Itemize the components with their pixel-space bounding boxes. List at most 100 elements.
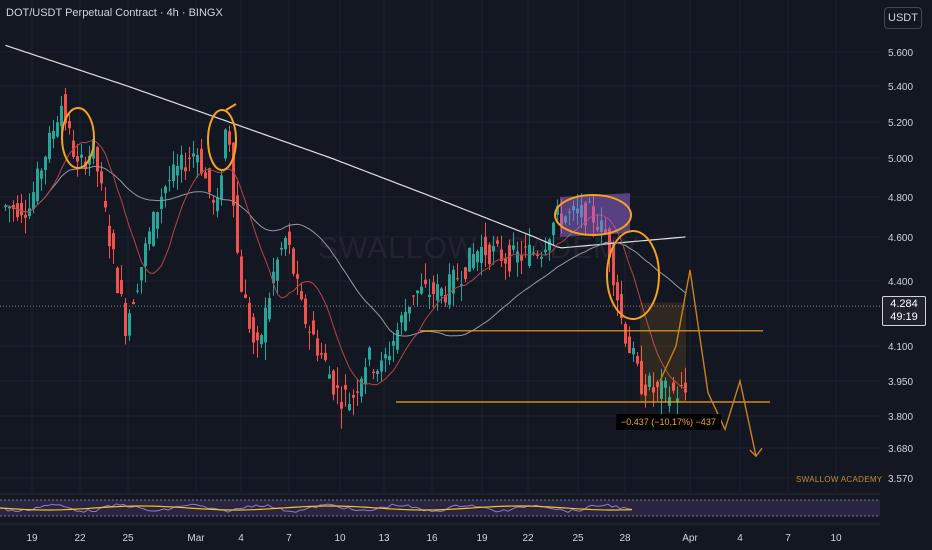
candle-body xyxy=(156,212,159,229)
candle-body xyxy=(464,267,467,280)
candle-body xyxy=(384,354,387,359)
candle-body xyxy=(396,329,399,350)
annotation-circle xyxy=(606,230,660,320)
candle-body xyxy=(624,323,627,344)
candle-body xyxy=(364,367,367,385)
candle-body xyxy=(36,168,39,202)
candle-body xyxy=(24,214,27,218)
candle-body xyxy=(64,94,67,124)
candle-body xyxy=(516,251,519,263)
candle-body xyxy=(348,403,351,411)
candle-body xyxy=(672,382,675,391)
price-tick-label: 5.600 xyxy=(888,48,913,59)
candle-body xyxy=(432,282,435,295)
candle-body xyxy=(632,347,635,355)
candle-body xyxy=(476,251,479,263)
candle-body xyxy=(352,395,355,398)
candle-body xyxy=(32,192,35,209)
candle-body xyxy=(436,284,439,301)
candle-body xyxy=(20,202,23,216)
time-tick-label: 10 xyxy=(830,533,842,544)
candle-body xyxy=(488,244,491,265)
time-tick-label: 4 xyxy=(737,533,743,544)
watermark-text: SWALLOW ACADEMY xyxy=(318,232,641,265)
price-tick-label: 4.600 xyxy=(888,233,913,244)
candle-body xyxy=(244,294,247,298)
candle-body xyxy=(612,244,615,286)
candle-body xyxy=(160,196,163,209)
candle-body xyxy=(236,195,239,253)
candle-body xyxy=(40,170,43,179)
time-tick-label: 7 xyxy=(785,533,791,544)
rsi-signal-line xyxy=(0,505,633,511)
candle-body xyxy=(336,385,339,388)
time-axis: 19 22 25 Mar 4 7 10 13 16 19 22 25 28 Apr 4 7 10 xyxy=(0,523,880,544)
candle-body xyxy=(676,398,679,403)
candle-body xyxy=(680,385,683,387)
candle-body xyxy=(220,175,223,200)
candle-body xyxy=(416,290,419,294)
candle-body xyxy=(448,274,451,305)
candle-body xyxy=(652,387,655,393)
candle-body xyxy=(300,291,303,300)
candle-body xyxy=(316,338,319,356)
candle-body xyxy=(444,294,447,303)
candle-body xyxy=(324,352,327,361)
projection-path xyxy=(659,269,757,457)
candle-body xyxy=(412,295,415,297)
candle-body xyxy=(188,157,191,160)
candle-body xyxy=(288,231,291,246)
candle-body xyxy=(544,249,547,253)
candle-body xyxy=(240,256,243,292)
candle-body xyxy=(492,245,495,252)
candle-body xyxy=(148,231,151,245)
candle-body xyxy=(96,147,99,172)
candle-body xyxy=(628,336,631,354)
price-tick-label: 4.100 xyxy=(888,342,913,353)
candle-body xyxy=(116,267,119,294)
time-tick-label: 22 xyxy=(74,533,86,544)
candle-body xyxy=(664,380,667,388)
ma-line-mid xyxy=(5,165,686,337)
ma-line-slow xyxy=(5,44,686,249)
price-tick-label: 3.950 xyxy=(888,377,913,388)
candle-body xyxy=(4,205,7,208)
time-tick-label: 25 xyxy=(572,533,584,544)
candle-body xyxy=(216,197,219,212)
annotation-tick xyxy=(225,103,237,111)
candle-body xyxy=(400,315,403,323)
candle-body xyxy=(184,167,187,172)
currency-button[interactable]: USDT xyxy=(884,7,922,29)
candle-body xyxy=(8,206,11,209)
candle-body xyxy=(512,245,515,250)
candle-body xyxy=(308,331,311,333)
candle-body xyxy=(332,370,335,395)
candle-body xyxy=(60,105,63,127)
candle-body xyxy=(176,165,179,176)
candle-body xyxy=(540,256,543,259)
time-tick-label: 16 xyxy=(426,533,438,544)
time-tick-label: 13 xyxy=(378,533,390,544)
time-tick-label: 10 xyxy=(334,533,346,544)
price-tick-label: 5.200 xyxy=(888,118,913,129)
candle-body xyxy=(152,212,155,246)
price-tick-label: 4.400 xyxy=(888,277,913,288)
candle-body xyxy=(440,288,443,296)
candle-body xyxy=(276,259,279,281)
price-tick-label: 3.800 xyxy=(888,412,913,423)
candle-body xyxy=(480,247,483,264)
annotation-circle xyxy=(207,109,237,171)
candle-body xyxy=(168,180,171,182)
candle-body xyxy=(484,236,487,256)
time-tick-label: 4 xyxy=(238,533,244,544)
candle-body xyxy=(232,142,235,206)
time-tick-label: 19 xyxy=(476,533,488,544)
price-tick-label: 4.800 xyxy=(888,193,913,204)
candle-body xyxy=(536,254,539,257)
candle-body xyxy=(140,267,143,281)
candle-body xyxy=(16,203,19,218)
candle-body xyxy=(56,122,59,137)
annotation-circle xyxy=(61,107,95,169)
current-price: 4.284 xyxy=(890,298,918,310)
